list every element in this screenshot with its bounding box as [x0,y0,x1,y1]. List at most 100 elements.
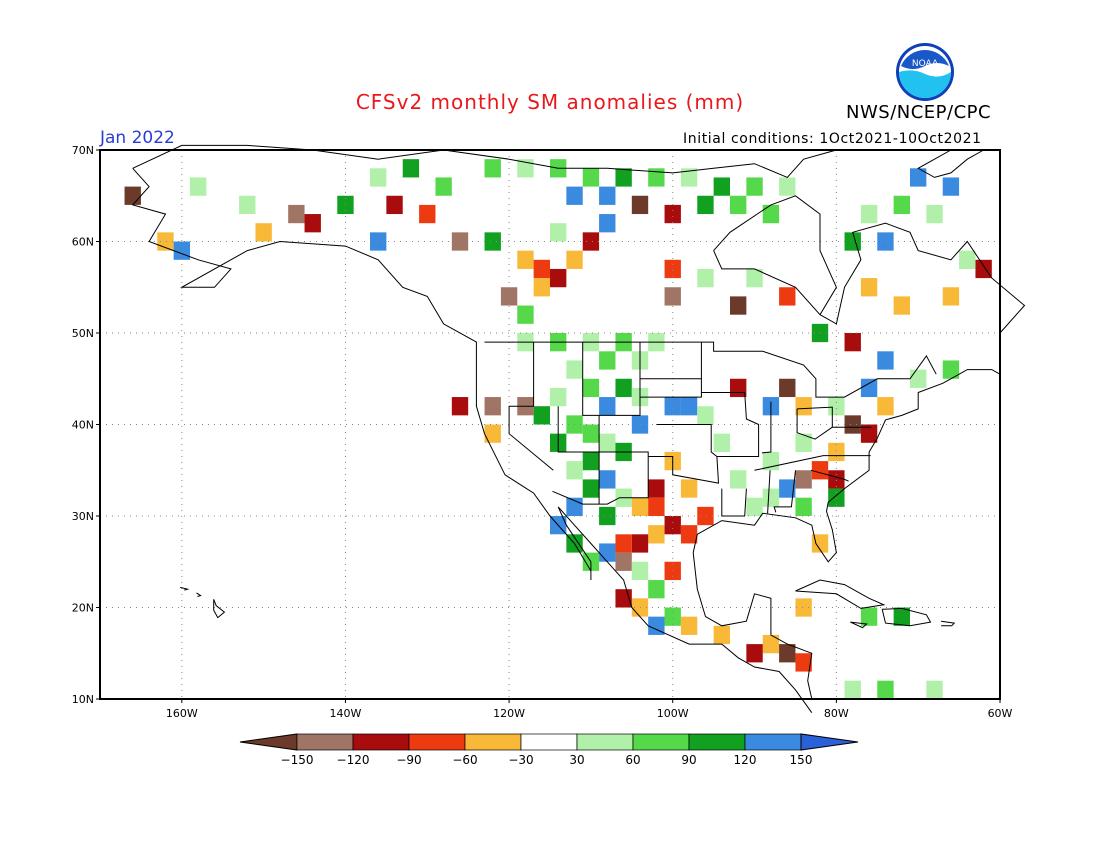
coastline-path [941,620,956,627]
svg-text:NOAA: NOAA [912,59,939,69]
anomaly-cell [582,232,600,251]
map-title: CFSv2 monthly SM anomalies (mm) [355,90,745,114]
anomaly-cell [877,351,894,370]
lat-tick-label: 10N [72,693,94,706]
anomaly-cell [680,479,698,498]
lon-tick-label: 100W [657,707,689,720]
anomaly-cell [877,680,894,699]
org-label: NWS/NCEP/CPC [846,102,992,123]
anomaly-cell [648,497,665,516]
anomaly-cell [304,214,321,233]
anomaly-cell [680,168,698,187]
anomaly-cell [713,625,730,645]
coastline-path [917,149,984,178]
anomaly-cell [860,607,878,626]
anomaly-cell [566,360,583,379]
anomaly-cell [762,451,780,471]
anomaly-cell [599,214,616,233]
colorbar-label: −90 [396,753,421,767]
anomaly-cell [664,397,681,416]
anomaly-cell [860,378,878,398]
anomaly-cell [615,534,632,553]
anomaly-cell [942,360,960,379]
coastline-path [767,470,771,514]
anomaly-cell [910,369,927,388]
anomaly-cell [828,488,845,507]
anomaly-cell [615,168,632,187]
anomaly-cell [844,232,861,251]
anomaly-cell [550,223,567,242]
anomaly-cell [730,470,747,489]
anomaly-cell [860,204,878,224]
anomaly-cell [599,543,616,562]
anomaly-cell [599,397,616,416]
anomaly-cell [779,287,796,306]
coastline-path [713,195,1026,334]
anomaly-cell [451,397,469,416]
anomaly-cell [713,433,730,452]
anomaly-cell [631,195,649,215]
anomaly-cell [566,461,583,480]
coastline-path [132,144,837,178]
anomaly-cell [942,177,960,196]
anomaly-cell [370,168,387,187]
colorbar-label: −120 [337,753,370,767]
anomaly-cell [795,598,812,617]
anomaly-cell [844,680,861,699]
anomaly-cell [550,387,567,407]
anomaly-cell [680,525,698,544]
anomaly-cell [648,525,665,544]
anomaly-cell [762,634,780,654]
anomaly-cell [664,259,681,279]
anomaly-cell [844,333,861,352]
anomaly-cell [664,204,681,224]
lon-tick-label: 80W [824,707,849,720]
anomaly-cell [893,296,910,315]
anomaly-cell [288,204,305,224]
anomaly-cell [599,506,616,526]
anomaly-cell [975,259,992,279]
anomaly-cell [484,232,501,251]
colorbar-label: −60 [452,753,477,767]
colorbar-swatch [576,733,634,751]
colorbar-label: −150 [281,753,314,767]
coastline-path [640,378,702,398]
anomaly-cell [697,268,714,288]
anomaly-cell [893,607,910,626]
anomaly-cell [730,296,747,315]
coastline-path [196,592,202,597]
anomaly-cell [648,580,665,599]
anomaly-cell [599,351,616,370]
anomaly-cell [828,397,845,416]
anomaly-cell [582,451,600,471]
colorbar-label: 60 [625,753,640,767]
lat-tick-label: 70N [72,144,94,157]
anomaly-cell [779,378,796,398]
graticule-layer [100,150,1000,699]
anomaly-cell [631,561,649,581]
coastline-path [508,342,554,471]
anomaly-cell [239,195,256,215]
lon-tick-label: 60W [988,707,1013,720]
anomaly-cell [795,497,812,516]
anomaly-cell [795,397,812,416]
anomaly-cell [762,488,780,507]
coastline-path [850,621,868,629]
anomaly-cell [533,406,550,425]
coastline-path [796,408,833,440]
anomaly-cell [517,250,534,269]
colorbar: −150 −120 −90 −60 −30 30 60 90 120 150 [239,733,859,767]
noaa-logo-icon: NOAA [896,43,954,101]
anomaly-cell [860,278,878,297]
coastline-path [213,599,226,619]
anomaly-cell [173,241,190,260]
colorbar-swatch [520,733,578,751]
colorbar-label: 30 [569,753,584,767]
anomaly-cell [795,433,812,452]
anomaly-cell [779,479,796,498]
anomaly-cell [615,552,632,571]
axis-labels-layer: 70N 60N 50N 40N 30N 20N 10N 160W 140W 120W 100W 80W… [72,144,1013,720]
anomaly-cell [517,159,534,178]
lat-tick-label: 30N [72,510,94,523]
anomaly-cell [910,168,927,187]
